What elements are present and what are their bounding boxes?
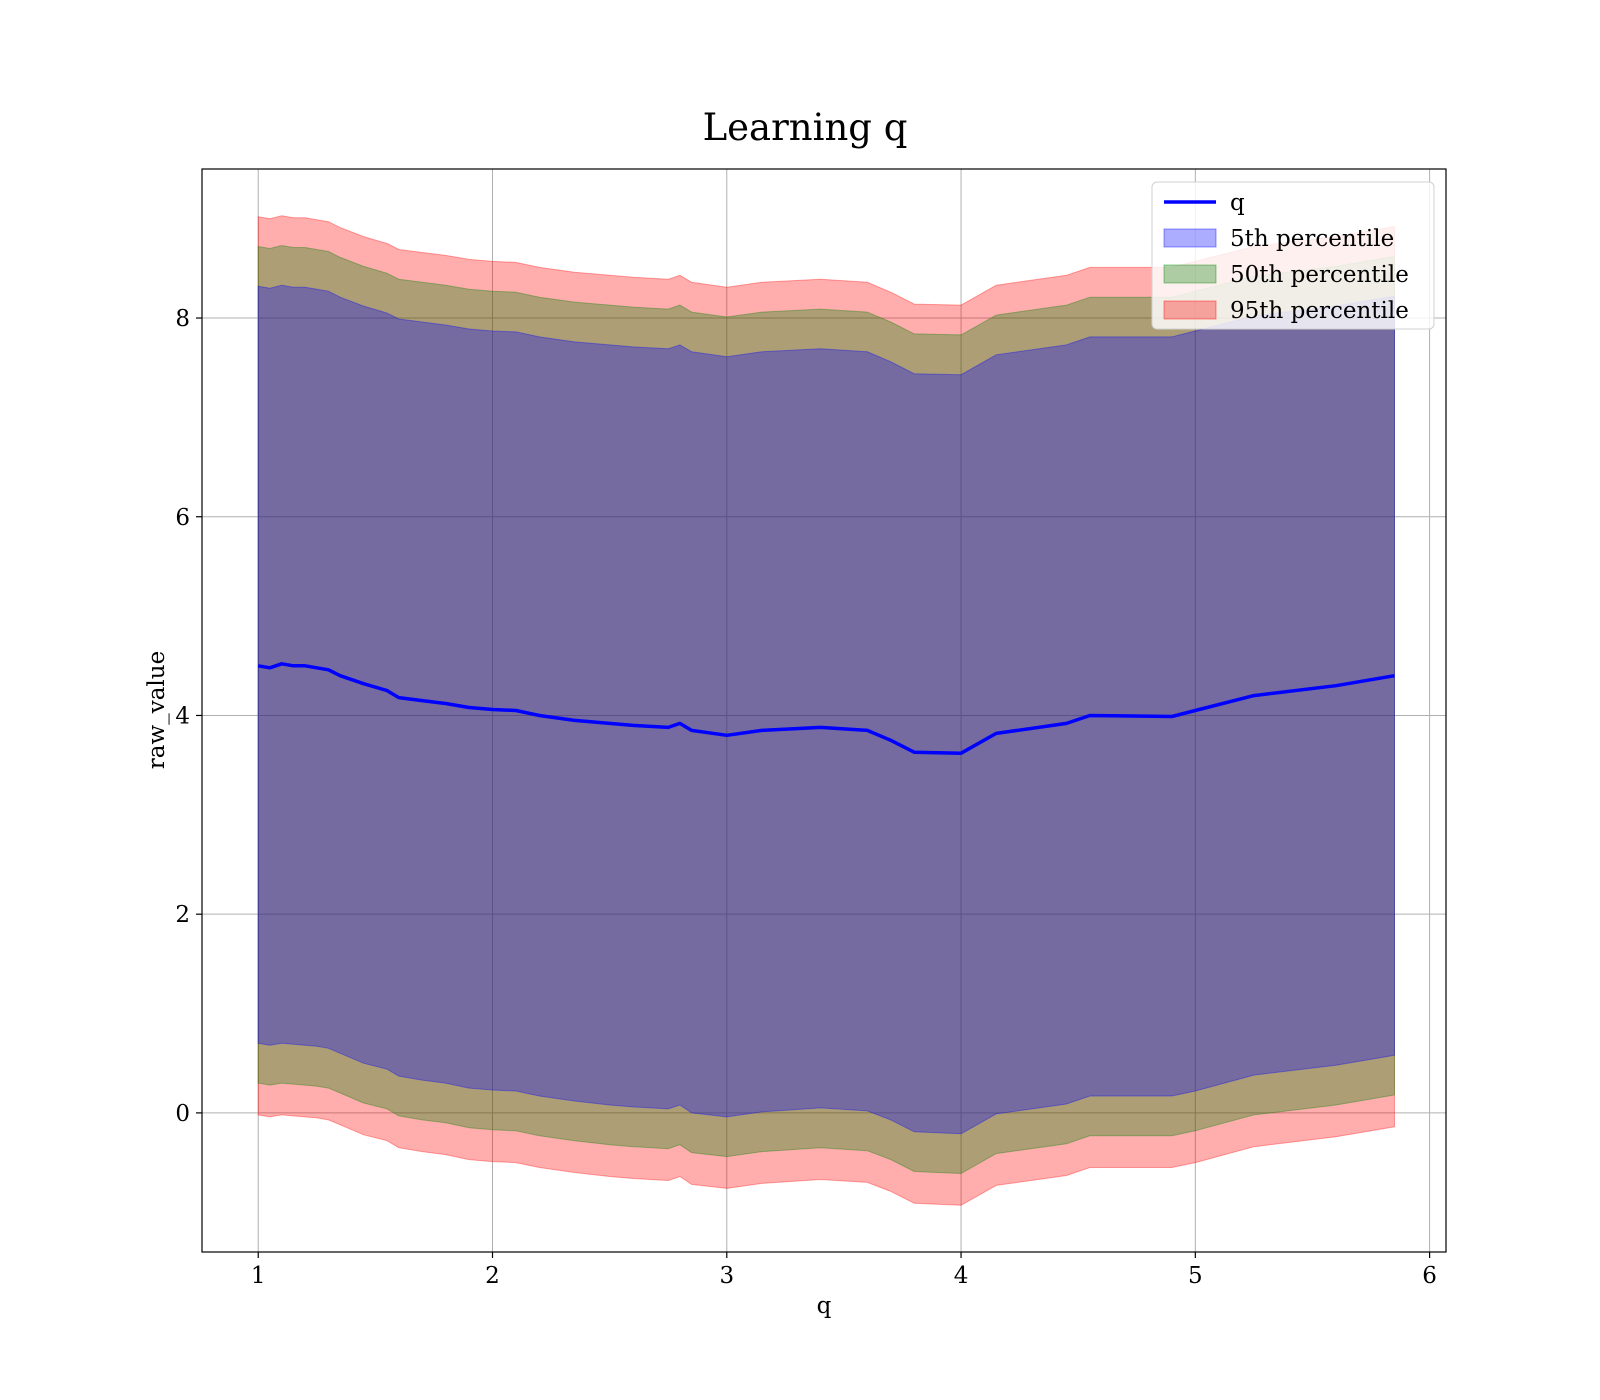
- legend-label: 95th percentile: [1230, 298, 1409, 324]
- x-axis-ticks: 1 2 3 4 5 6: [251, 1252, 1437, 1289]
- plot-frame: [201, 168, 1447, 1253]
- legend-swatch-band: [1163, 264, 1217, 284]
- series-line-q: [257, 662, 1395, 755]
- x-tick-label: 1: [251, 1263, 266, 1289]
- x-tick-label: 6: [1422, 1263, 1437, 1289]
- y-tick-label: 0: [175, 1101, 190, 1127]
- series-lines: [257, 662, 1395, 755]
- legend-label: q: [1230, 190, 1245, 216]
- band-95th-percentile: [257, 215, 1395, 1206]
- legend: q 5th percentile 50th percentile 95th perce…: [1151, 181, 1435, 330]
- y-tick-label: 6: [175, 505, 190, 531]
- x-axis-label: q: [817, 1293, 832, 1319]
- legend-swatch-band: [1163, 228, 1217, 248]
- band-50th-percentile: [257, 244, 1395, 1175]
- y-axis-label: raw_value: [144, 651, 170, 769]
- legend-swatch-band: [1163, 300, 1217, 320]
- y-tick-label: 8: [175, 306, 190, 332]
- legend-label: 5th percentile: [1230, 226, 1394, 252]
- chart-title: Learning q: [703, 106, 908, 149]
- x-tick-label: 4: [954, 1263, 969, 1289]
- y-tick-label: 2: [175, 902, 190, 928]
- legend-box: [1151, 181, 1435, 330]
- legend-label: 50th percentile: [1230, 262, 1409, 288]
- band-5th-percentile: [257, 284, 1395, 1135]
- percentile-bands: [257, 215, 1395, 1206]
- x-tick-label: 2: [485, 1263, 500, 1289]
- y-tick-label: 4: [175, 703, 190, 729]
- x-tick-label: 5: [1188, 1263, 1203, 1289]
- x-tick-label: 3: [719, 1263, 734, 1289]
- y-axis-ticks: 0 2 4 6 8: [175, 306, 202, 1127]
